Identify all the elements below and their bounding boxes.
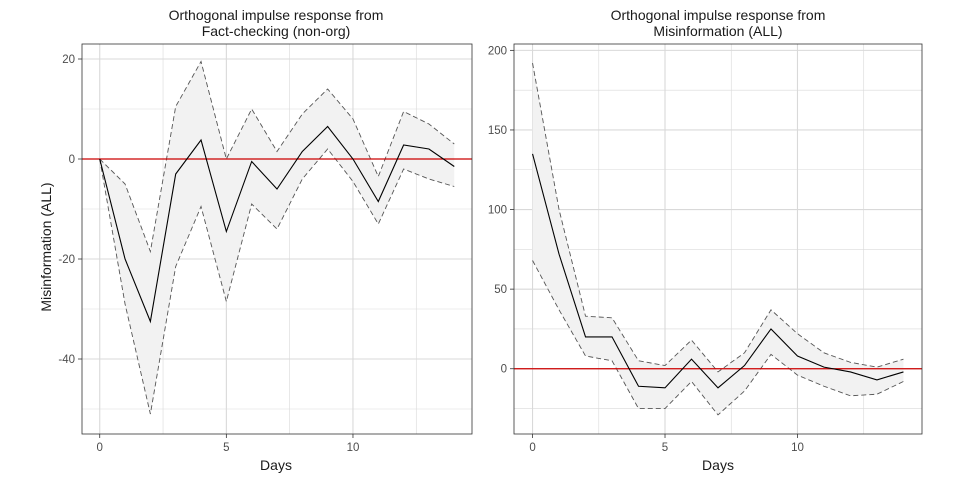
upper-bound-line	[532, 63, 904, 373]
y-axis-label: Misinformation (ALL)	[38, 182, 54, 311]
impulse-response-line	[532, 153, 904, 389]
y-tick-label: 0	[501, 364, 507, 376]
x-tick-label: 0	[529, 442, 535, 454]
y-tick-label: -20	[58, 254, 75, 266]
chart-title-line-1: Orthogonal impulse response from	[611, 7, 826, 23]
x-tick-label: 5	[662, 442, 668, 454]
panel-border	[81, 43, 473, 435]
x-tick-label: 10	[347, 442, 360, 454]
chart-title-line-2: Fact-checking (non-org)	[202, 23, 351, 39]
x-axis-label: Days	[702, 457, 734, 473]
x-axis-label: Days	[260, 457, 292, 473]
x-tick-label: 5	[223, 442, 229, 454]
x-tick-label: 0	[97, 442, 103, 454]
chart-title-line-2: Misinformation (ALL)	[653, 23, 782, 39]
y-tick-label: 150	[488, 125, 507, 137]
impulse-response-line	[99, 125, 455, 324]
y-tick-label: 0	[69, 154, 75, 166]
x-tick-label: 10	[791, 442, 804, 454]
y-tick-label: 20	[62, 54, 75, 66]
upper-bound-line	[99, 60, 455, 254]
confidence-band	[532, 63, 904, 415]
y-tick-label: -40	[58, 354, 75, 366]
y-tick-label: 100	[488, 205, 507, 217]
panel-misinformation: Orthogonal impulse response from Misinfo…	[488, 7, 923, 473]
panel-fact-checking: Orthogonal impulse response from Fact-ch…	[38, 7, 473, 473]
panel-border	[513, 43, 923, 435]
y-tick-label: 50	[494, 284, 507, 296]
lower-bound-line	[532, 260, 904, 416]
y-tick-label: 200	[488, 45, 507, 57]
chart-title-line-1: Orthogonal impulse response from	[169, 7, 384, 23]
confidence-band	[99, 61, 455, 414]
